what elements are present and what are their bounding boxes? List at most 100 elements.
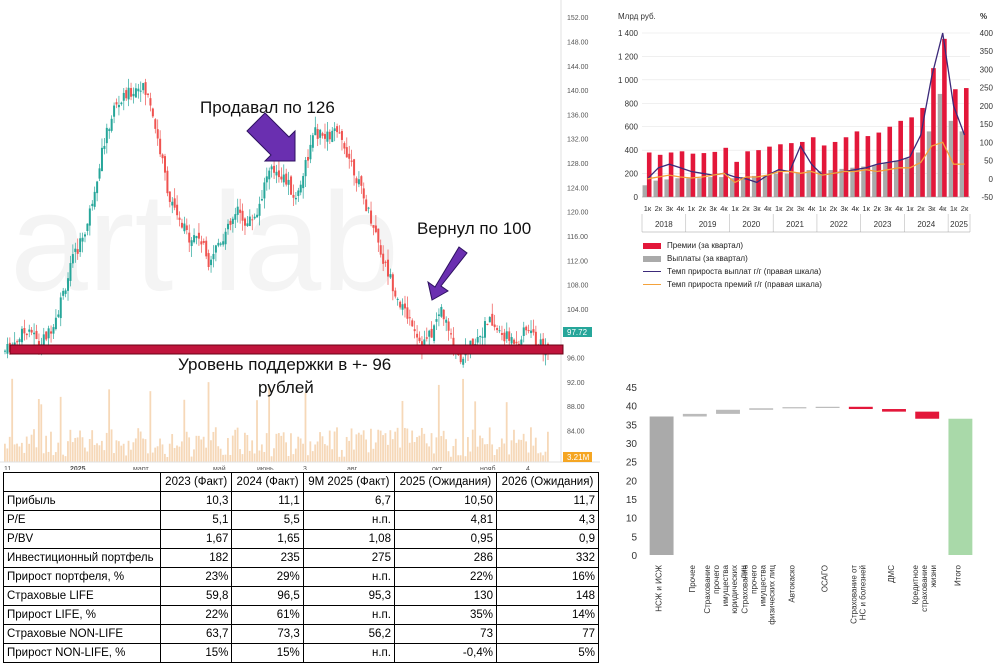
volume-bar (71, 442, 74, 462)
table-row: Страховые NON-LIFE 63,7 73,3 56,2 73 77 (3, 624, 600, 644)
candle-body (176, 204, 179, 216)
volume-bar (309, 441, 312, 462)
volume-bar (517, 439, 520, 462)
volume-bar (100, 440, 103, 462)
volume-bar (437, 384, 440, 462)
volume-bar (307, 455, 309, 462)
candle-body (292, 194, 295, 198)
volume-bar (190, 456, 193, 462)
volume-bar (88, 439, 91, 462)
volume-bar (105, 432, 108, 462)
candle-body (202, 240, 205, 243)
candle-body (91, 203, 94, 207)
volume-bar (333, 431, 336, 462)
volume-bar (479, 435, 481, 462)
candlestick-chart: art lab 152.00148.00144.00140.00136.0013… (0, 0, 600, 473)
candle-body (52, 327, 55, 334)
quarter-label: 4к (808, 204, 816, 213)
waterfall-category-label: НСЖ и ИСЖ (655, 564, 664, 611)
candle-body (193, 235, 196, 243)
volume-bar (59, 396, 62, 462)
quarter-label: 1к (862, 204, 870, 213)
candle-body (311, 135, 314, 148)
volume-bar (505, 402, 508, 462)
candle-body (159, 138, 162, 155)
candle-body (391, 274, 394, 292)
right-tick-label: 300 (980, 65, 994, 74)
table-cell: 95,3 (302, 586, 395, 606)
volume-bar (401, 400, 404, 462)
volume-bar (50, 431, 52, 462)
volume-bar (183, 399, 186, 462)
quarter-label: 1к (906, 204, 914, 213)
volume-bar (144, 439, 147, 462)
candle-body (248, 216, 251, 227)
waterfall-category-line: прочего (712, 564, 721, 593)
payouts-bar (730, 178, 735, 197)
volume-bar (16, 443, 18, 462)
volume-bar (350, 428, 353, 462)
candle-body (433, 325, 436, 342)
volume-bar (343, 456, 346, 462)
volume-bar (515, 442, 518, 462)
volume-bar (229, 455, 232, 462)
volume-bar (246, 435, 249, 462)
payouts-bar (751, 175, 757, 197)
year-label: 2021 (786, 220, 804, 229)
year-label: 2025 (950, 220, 968, 229)
waterfall-category-line: Страхование (703, 564, 712, 613)
premiums-bar (778, 144, 783, 197)
quarter-label: 4к (895, 204, 903, 213)
quarter-label: 2к (961, 204, 969, 213)
premiums-bar (723, 147, 729, 197)
volume-bar (496, 449, 498, 462)
candle-body (71, 254, 74, 264)
support-annotation-line1: Уровень поддержки в +- 96 (178, 355, 391, 374)
volume-bar (273, 448, 275, 462)
candle-body (500, 333, 503, 335)
volume-bar (108, 389, 111, 462)
volume-bar (268, 387, 271, 462)
candle-body (88, 208, 91, 226)
candle-body (144, 82, 147, 95)
volume-bar (178, 446, 181, 462)
time-tick-label: 11 (4, 466, 11, 470)
waterfall-bar (716, 409, 740, 414)
premiums-bar (931, 68, 936, 198)
quarter-label: 3к (928, 204, 936, 213)
payouts-bar (894, 160, 899, 197)
candle-body (520, 339, 523, 346)
table-cell: н.п. (302, 605, 395, 625)
premiums-bar (942, 38, 947, 197)
candle-body (188, 232, 191, 243)
candle-body (268, 170, 271, 180)
waterfall-panel: 45 40 35 30 25 20 15 10 5 0 НСЖ и ИСЖ Прочее Страхо… (605, 355, 1000, 645)
right-tick-label: 350 (980, 47, 994, 56)
volume-bar (33, 429, 35, 462)
volume-bar (413, 442, 416, 462)
volume-bar (459, 455, 462, 462)
waterfall-tick-label: 15 (626, 495, 638, 506)
volume-bar (403, 427, 406, 462)
volume-bar (454, 438, 457, 462)
candle-body (471, 338, 474, 349)
payouts-bar (697, 178, 702, 197)
volume-bar (54, 452, 57, 462)
volume-bar (353, 449, 355, 462)
candle-body (16, 341, 19, 343)
candle-body (37, 341, 40, 347)
volume-bar (62, 454, 64, 462)
right-tick-label: 200 (980, 102, 994, 111)
volume-bar (302, 443, 304, 462)
candle-body (23, 328, 26, 334)
candle-body (241, 210, 244, 221)
candle-body (231, 218, 234, 224)
volume-bar (40, 404, 43, 462)
volume-bar (180, 441, 183, 462)
volume-bar (132, 442, 135, 462)
waterfall-category-line: Автокаско (787, 564, 796, 602)
right-tick-label: 50 (984, 157, 993, 166)
volume-bar (547, 431, 549, 462)
candle-body (183, 223, 186, 232)
table-cell: 5,5 (231, 510, 304, 530)
